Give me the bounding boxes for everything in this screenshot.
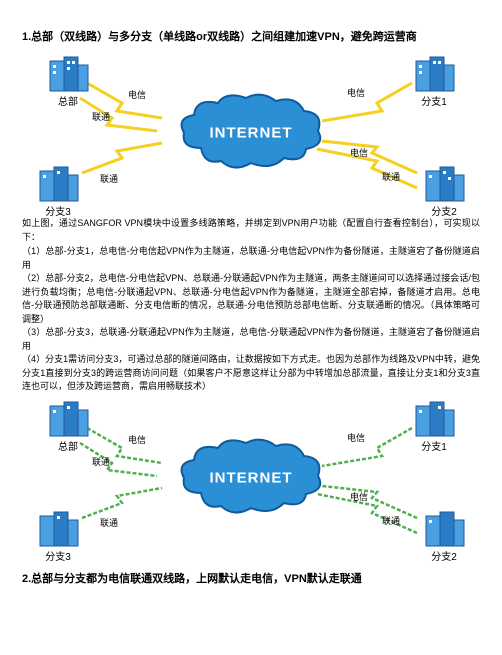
node2-branch1: 分支1 [410,400,458,442]
diagram-1: INTERNET 总部 分支1 分支3 分支2 电信 联通 电信 联通 电信 联… [22,53,480,213]
edge2-tl-top: 电信 [128,434,146,447]
node-branch2: 分支2 [420,165,468,207]
node2-branch3-label: 分支3 [34,551,82,565]
diagram-2: INTERNET 总部 分支1 分支3 分支2 电信 联通 电信 联通 电信 联… [22,398,480,558]
edge-label-tl-top: 电信 [128,89,146,102]
node-hq: 总部 [44,55,92,97]
node-branch1-label: 分支1 [410,96,458,110]
section2-title: 2.总部与分支都为电信联通双线路，上网默认走电信，VPN默认走联通 [22,572,480,587]
edge2-br-bot: 联通 [382,515,400,528]
edge-label-bl: 联通 [100,173,118,186]
edge-label-tr: 电信 [347,87,365,100]
section1-title: 1.总部（双线路）与多分支（单线路or双线路）之间组建加速VPN，避免跨运营商 [22,30,480,45]
cloud-2: INTERNET [176,438,326,518]
node-hq-label: 总部 [44,96,92,110]
section1-item-1: （1）总部-分支1，总电信-分电信起VPN作为主隧道，总联通-分电信起VPN作为… [22,245,480,272]
edge-label-br-bot: 联通 [382,171,400,184]
node2-hq-label: 总部 [44,441,92,455]
edge2-bl: 联通 [100,517,118,530]
node2-branch3: 分支3 [34,510,82,552]
node2-branch1-label: 分支1 [410,441,458,455]
edge2-br-top: 电信 [350,491,368,504]
edge2-tr: 电信 [347,432,365,445]
node-branch3: 分支3 [34,165,82,207]
section1-intro: 如上图，通过SANGFOR VPN模块中设置多线路策略，并绑定到VPN用户功能（… [22,217,480,244]
node2-hq: 总部 [44,400,92,442]
node2-branch2-label: 分支2 [420,551,468,565]
edge2-tl-bot: 联通 [92,456,110,469]
node2-branch2: 分支2 [420,510,468,552]
section1-item-3: （3）总部-分支3，总联通-分联通起VPN作为主隧道，总电信-分联通起VPN作为… [22,326,480,353]
section1-item-2: （2）总部-分支2，总电信-分电信起VPN、总联通-分联通起VPN作为主隧道，两… [22,272,480,326]
node-branch1: 分支1 [410,55,458,97]
section1-item-4: （4）分支1需访问分支3，可通过总部的隧道间路由，让数据按如下方式走。也因为总部… [22,353,480,394]
cloud-1: INTERNET [176,93,326,173]
cloud-2-text: INTERNET [210,467,293,488]
edge-label-tl-bot: 联通 [92,111,110,124]
node-branch3-label: 分支3 [34,206,82,220]
node-branch2-label: 分支2 [420,206,468,220]
edge-label-br-top: 电信 [350,147,368,160]
cloud-1-text: INTERNET [210,123,293,144]
